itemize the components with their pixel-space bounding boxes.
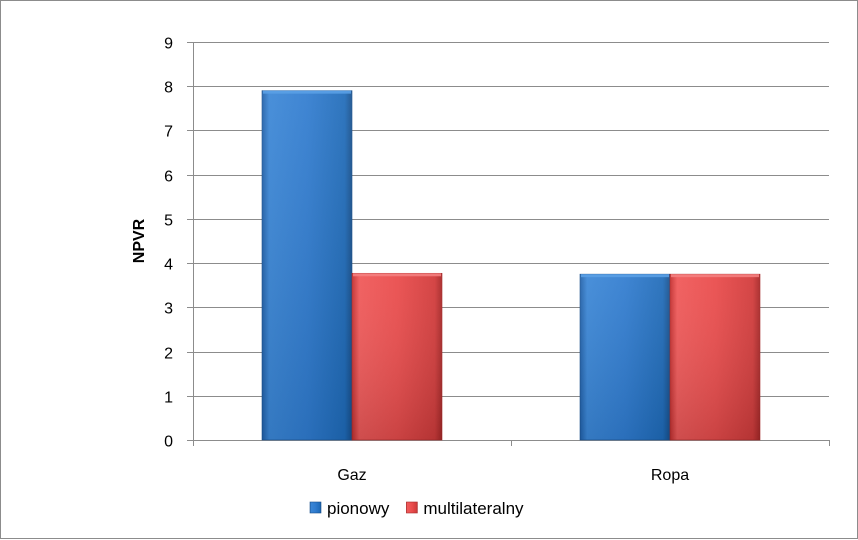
bar-multilateralny-Gaz [351, 272, 443, 441]
y-tick-label: 4 [164, 257, 173, 274]
y-tick-labels: 0 1 2 3 4 5 6 7 8 9 [164, 36, 173, 451]
bar-pionowy-Ropa [579, 273, 671, 441]
legend: pionowy multilateralny [309, 499, 524, 518]
y-tick-label: 7 [164, 124, 173, 141]
y-tick-label: 6 [164, 169, 173, 186]
bar-shading [670, 274, 760, 440]
x-tick-labels: Gaz Ropa [337, 467, 689, 484]
y-axis-title: NPVR [131, 218, 148, 263]
bar-multilateralny-Ropa [669, 273, 761, 441]
x-tick-label: Ropa [651, 467, 689, 484]
bar-shading [352, 273, 442, 440]
bar-shading [262, 90, 352, 441]
axes [193, 42, 830, 446]
bar-top-highlight [581, 274, 669, 278]
legend-swatch-multilateralny [406, 501, 418, 514]
bar-top-highlight [671, 274, 759, 278]
bars [261, 90, 761, 441]
y-tick-label: 5 [164, 213, 173, 230]
x-tick-label: Gaz [337, 467, 366, 484]
bar-top-highlight [263, 90, 351, 94]
bar-pionowy-Gaz [261, 90, 353, 441]
y-tick-label: 3 [164, 301, 173, 318]
y-tick-label: 8 [164, 80, 173, 97]
legend-swatch-pionowy [309, 501, 322, 514]
legend-label-multilateralny: multilateralny [423, 499, 524, 518]
legend-label-pionowy: pionowy [327, 499, 390, 518]
y-tick-label: 0 [164, 434, 173, 451]
bar-shading [580, 274, 670, 440]
bar-top-highlight [353, 273, 441, 277]
y-tick-label: 9 [164, 36, 173, 53]
y-tick-label: 1 [164, 390, 173, 407]
y-tick-label: 2 [164, 346, 173, 363]
